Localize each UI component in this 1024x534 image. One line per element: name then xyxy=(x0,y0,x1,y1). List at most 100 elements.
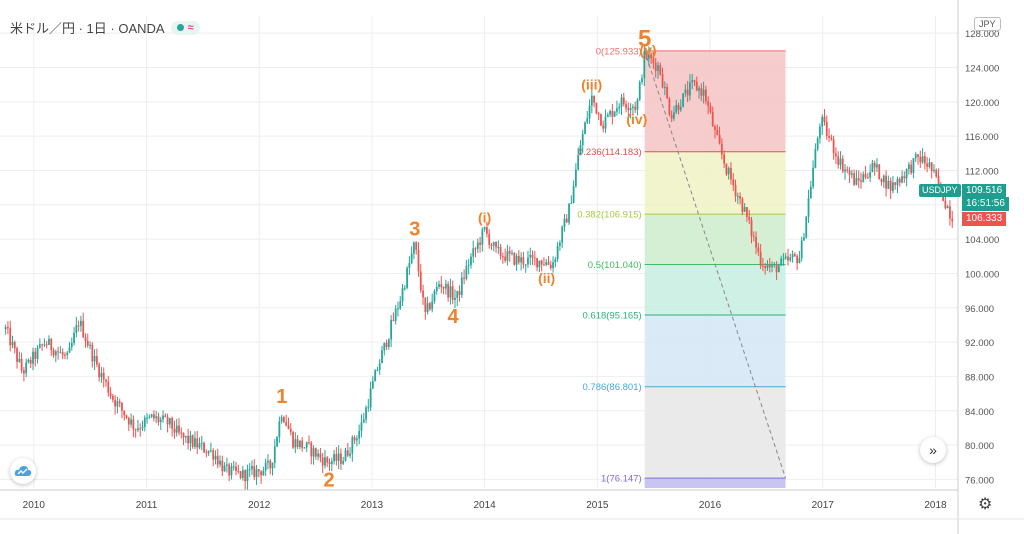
y-tick-label: 84.000 xyxy=(965,407,994,418)
candle-body xyxy=(456,290,459,298)
candle-body xyxy=(825,121,828,136)
candle-body xyxy=(734,185,737,197)
candle-body xyxy=(342,460,345,464)
candle-body xyxy=(378,363,381,371)
candle-body xyxy=(930,162,933,172)
candle-body xyxy=(59,352,62,354)
candle-body xyxy=(764,266,767,269)
candle-body xyxy=(527,257,529,265)
market-open-dot-icon xyxy=(176,24,184,31)
candle-body xyxy=(933,169,935,172)
candle-body xyxy=(474,248,477,250)
candle-body xyxy=(928,162,931,167)
candle-body xyxy=(278,421,281,438)
candle-body xyxy=(107,381,110,393)
candle-body xyxy=(675,104,678,113)
candle-body xyxy=(707,101,710,106)
candle-body xyxy=(419,271,422,291)
candle-body xyxy=(693,80,696,82)
candle-body xyxy=(490,244,493,246)
candle-body xyxy=(324,457,326,466)
candle-body xyxy=(191,435,194,447)
candle-body xyxy=(533,257,536,259)
candle-body xyxy=(889,180,892,191)
candle-body xyxy=(292,431,294,448)
fib-level-label: 0.5(101.040) xyxy=(588,260,642,271)
candle-body xyxy=(572,186,575,203)
candle-body xyxy=(481,229,484,245)
candle-body xyxy=(102,372,105,380)
scroll-to-latest-icon[interactable]: » xyxy=(920,437,946,463)
cloud-icon[interactable] xyxy=(10,458,36,484)
candle-body xyxy=(4,327,7,330)
candle-body xyxy=(775,264,778,273)
candle-body xyxy=(579,145,582,156)
candle-body xyxy=(54,351,57,356)
candle-body xyxy=(319,453,322,458)
candle-body xyxy=(914,154,917,159)
candle-body xyxy=(189,435,192,444)
candle-body xyxy=(424,297,427,313)
symbol-tag: USDJPY xyxy=(919,184,961,197)
candle-body xyxy=(333,454,335,462)
candle-body xyxy=(559,242,561,246)
wave-label: (iv) xyxy=(626,111,647,127)
candle-body xyxy=(381,350,383,364)
settings-gear-icon[interactable]: ⚙ xyxy=(978,496,993,513)
candle-body xyxy=(600,113,602,126)
candle-body xyxy=(210,450,212,452)
candle-body xyxy=(798,258,801,264)
candle-body xyxy=(752,235,755,238)
market-status-badge[interactable]: ≈ xyxy=(170,20,200,35)
candle-body xyxy=(308,442,310,444)
candle-body xyxy=(417,249,420,272)
fib-zone xyxy=(644,314,786,387)
candle-body xyxy=(449,286,452,298)
candle-body xyxy=(670,114,673,119)
y-tick-label: 104.000 xyxy=(965,235,999,246)
candle-body xyxy=(415,242,418,250)
fib-level-label: 0.618(95.165) xyxy=(583,310,642,321)
candle-body xyxy=(146,417,148,419)
wave-label: (ii) xyxy=(538,270,555,286)
candle-body xyxy=(57,351,59,353)
candle-body xyxy=(647,54,650,59)
x-tick-label: 2013 xyxy=(361,500,384,511)
candle-body xyxy=(11,342,14,346)
candle-body xyxy=(643,51,646,79)
candle-body xyxy=(374,370,377,382)
candle-body xyxy=(554,259,557,263)
candle-body xyxy=(164,415,167,418)
candle-body xyxy=(132,419,135,430)
candle-body xyxy=(180,432,183,434)
candle-body xyxy=(923,156,926,164)
candle-body xyxy=(504,256,507,261)
candle-body xyxy=(84,337,87,341)
candle-body xyxy=(216,455,219,465)
candle-body xyxy=(739,196,742,199)
candle-body xyxy=(926,163,929,167)
candle-body xyxy=(951,218,954,222)
wave-label: 2 xyxy=(324,469,335,491)
candle-body xyxy=(73,333,75,344)
candle-body xyxy=(538,260,541,268)
candle-body xyxy=(463,277,466,279)
candle-body xyxy=(353,437,356,441)
currency-label[interactable]: JPY xyxy=(974,17,1001,31)
candle-body xyxy=(741,198,744,212)
candle-body xyxy=(271,462,274,469)
candle-body xyxy=(303,447,306,449)
fib-zone xyxy=(644,151,786,215)
candle-body xyxy=(506,251,509,261)
candle-body xyxy=(862,174,865,182)
candle-body xyxy=(716,130,719,135)
countdown-tag: 16:51:56 xyxy=(962,197,1009,211)
candle-body xyxy=(479,242,481,245)
candle-body xyxy=(780,258,783,266)
candle-body xyxy=(340,453,342,464)
candle-body xyxy=(787,256,789,261)
candle-body xyxy=(497,246,500,248)
candle-body xyxy=(645,51,648,59)
y-tick-label: 112.000 xyxy=(965,166,999,177)
